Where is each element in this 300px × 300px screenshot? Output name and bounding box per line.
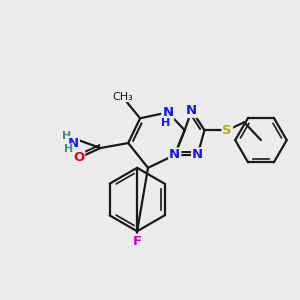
Text: N: N	[169, 148, 180, 161]
Text: N: N	[192, 148, 203, 161]
Text: N: N	[162, 106, 173, 119]
Text: H: H	[64, 144, 74, 154]
Text: F: F	[133, 235, 142, 248]
Text: O: O	[73, 152, 84, 164]
Text: S: S	[223, 124, 232, 137]
Text: H: H	[161, 118, 170, 128]
Text: CH₃: CH₃	[112, 92, 133, 101]
Text: N: N	[186, 104, 197, 117]
Text: H: H	[62, 131, 71, 141]
Text: N: N	[68, 136, 79, 150]
